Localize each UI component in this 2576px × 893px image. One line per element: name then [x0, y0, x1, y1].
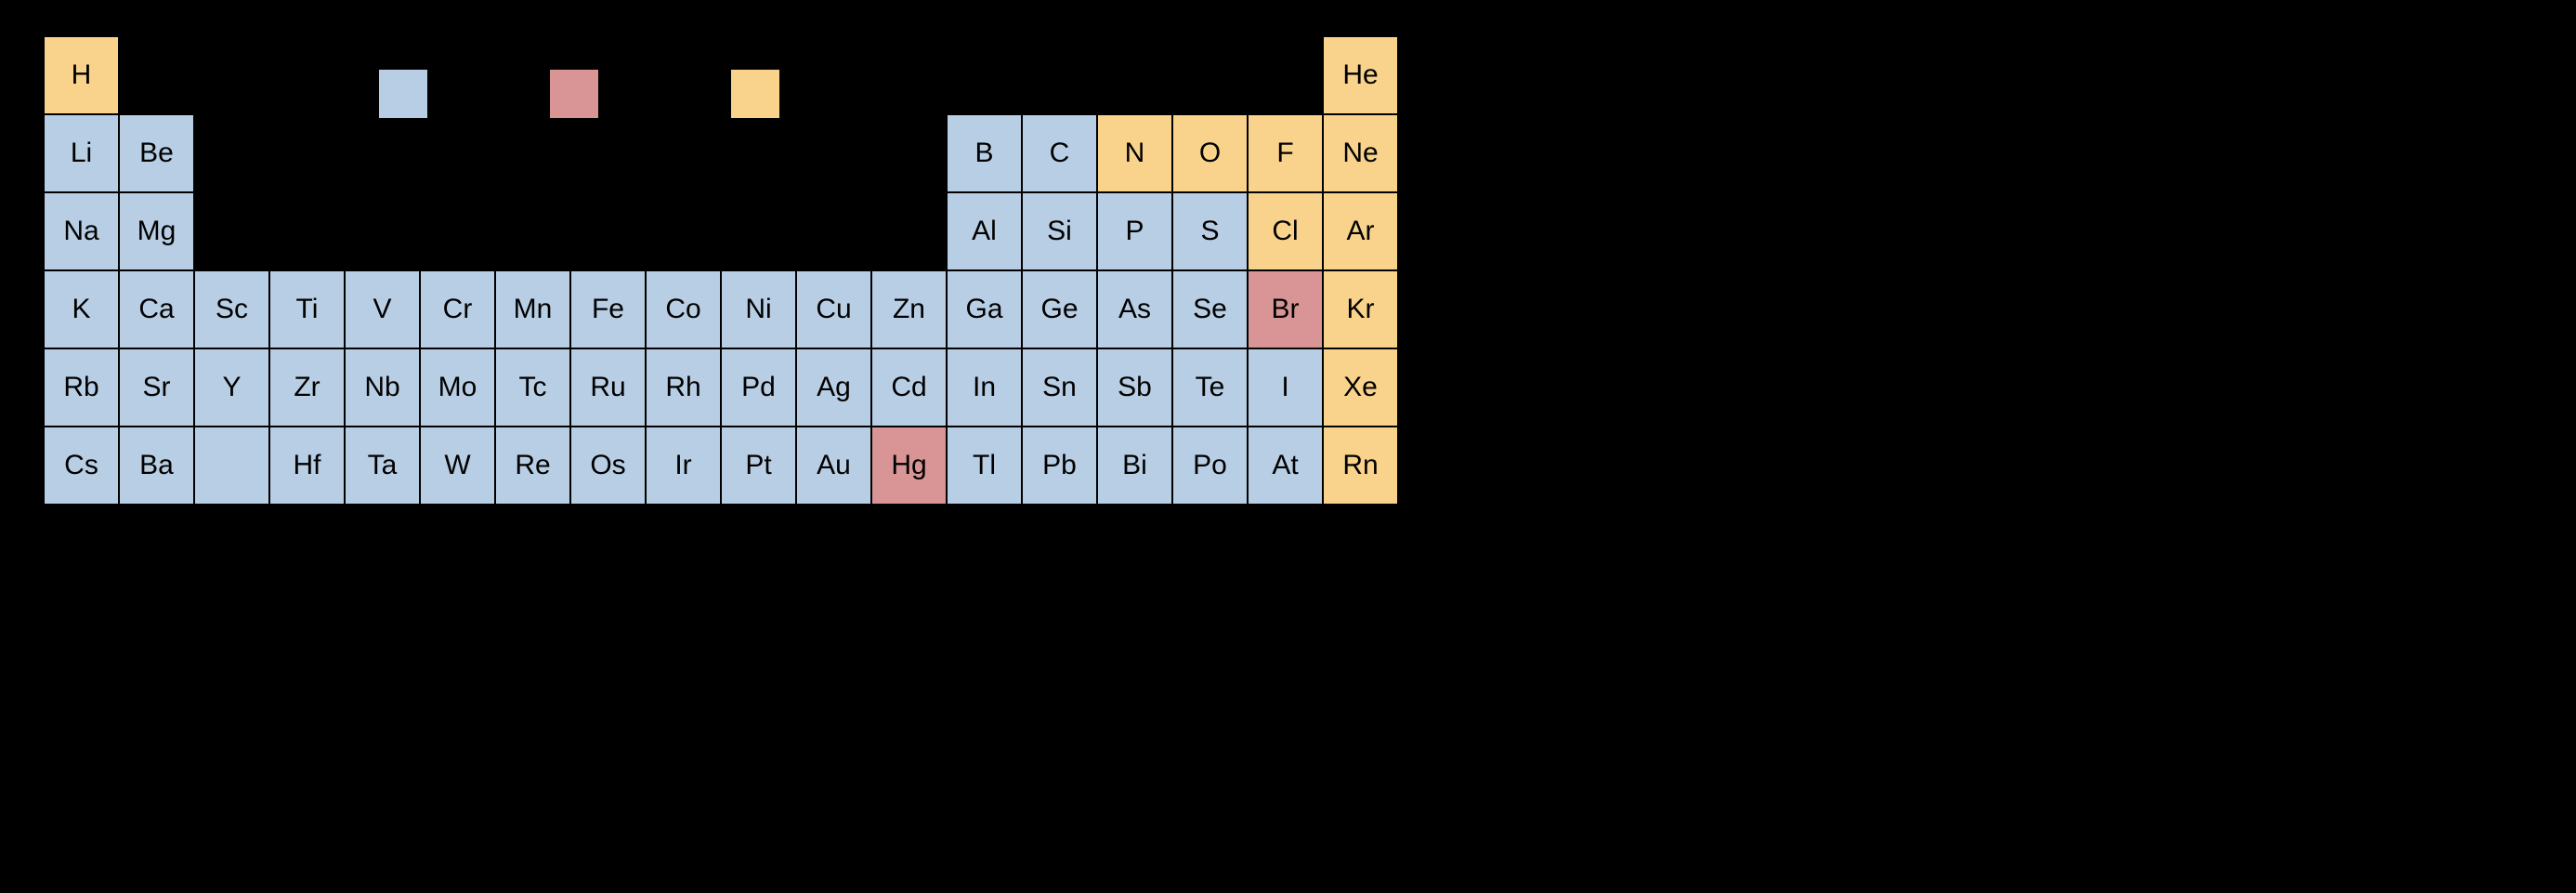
element-cell-Mn: Mn: [494, 269, 571, 349]
element-cell-Pt: Pt: [720, 426, 797, 506]
element-cell-Cd: Cd: [870, 348, 948, 427]
element-cell-Ir: Ir: [645, 426, 722, 506]
element-cell-F: F: [1247, 113, 1324, 193]
element-cell-Ti: Ti: [268, 269, 346, 349]
element-cell-Zr: Zr: [268, 348, 346, 427]
element-cell-blank: [193, 426, 270, 506]
element-cell-Ta: Ta: [344, 426, 421, 506]
element-cell-Hg: Hg: [870, 426, 948, 506]
element-cell-Sr: Sr: [118, 348, 195, 427]
canvas: H He LiBe BCNOFNe NaMg AlSiPSClAr KCaScTiVCrMn…: [0, 0, 2576, 893]
element-cell-N: N: [1096, 113, 1173, 193]
legend-liquid: [548, 68, 600, 120]
element-cell-O: O: [1171, 113, 1249, 193]
element-cell-S: S: [1171, 191, 1249, 271]
element-cell-Cu: Cu: [795, 269, 872, 349]
legend-solid-swatch: [377, 68, 429, 120]
element-cell-Ga: Ga: [946, 269, 1023, 349]
legend-gas: [729, 68, 781, 120]
element-cell-Ag: Ag: [795, 348, 872, 427]
element-cell-Hf: Hf: [268, 426, 346, 506]
element-cell-Xe: Xe: [1322, 348, 1399, 427]
element-cell-Pd: Pd: [720, 348, 797, 427]
element-cell-Mg: Mg: [118, 191, 195, 271]
element-cell-Bi: Bi: [1096, 426, 1173, 506]
element-cell-Cr: Cr: [419, 269, 496, 349]
element-cell-Tl: Tl: [946, 426, 1023, 506]
element-cell-H: H: [43, 35, 120, 115]
element-cell-Si: Si: [1021, 191, 1098, 271]
element-cell-B: B: [946, 113, 1023, 193]
element-cell-Po: Po: [1171, 426, 1249, 506]
element-cell-P: P: [1096, 191, 1173, 271]
element-cell-Re: Re: [494, 426, 571, 506]
element-cell-Ru: Ru: [569, 348, 647, 427]
legend-solid: [377, 68, 429, 120]
element-cell-Te: Te: [1171, 348, 1249, 427]
element-cell-W: W: [419, 426, 496, 506]
element-cell-K: K: [43, 269, 120, 349]
element-cell-He: He: [1322, 35, 1399, 115]
element-cell-Fe: Fe: [569, 269, 647, 349]
element-cell-Ni: Ni: [720, 269, 797, 349]
element-cell-As: As: [1096, 269, 1173, 349]
legend-gas-swatch: [729, 68, 781, 120]
periodic-grid: H He LiBe BCNOFNe NaMg AlSiPSClAr KCaScTiVCrMn…: [45, 37, 1399, 506]
element-cell-Al: Al: [946, 191, 1023, 271]
element-cell-Cl: Cl: [1247, 191, 1324, 271]
element-cell-C: C: [1021, 113, 1098, 193]
element-cell-Cs: Cs: [43, 426, 120, 506]
element-cell-Co: Co: [645, 269, 722, 349]
element-cell-Ne: Ne: [1322, 113, 1399, 193]
element-cell-Au: Au: [795, 426, 872, 506]
element-cell-V: V: [344, 269, 421, 349]
element-cell-Ge: Ge: [1021, 269, 1098, 349]
element-cell-Sn: Sn: [1021, 348, 1098, 427]
element-cell-Pb: Pb: [1021, 426, 1098, 506]
legend-liquid-swatch: [548, 68, 600, 120]
element-cell-Br: Br: [1247, 269, 1324, 349]
element-cell-Y: Y: [193, 348, 270, 427]
element-cell-Se: Se: [1171, 269, 1249, 349]
element-cell-Mo: Mo: [419, 348, 496, 427]
element-cell-Na: Na: [43, 191, 120, 271]
element-cell-Sb: Sb: [1096, 348, 1173, 427]
element-cell-Tc: Tc: [494, 348, 571, 427]
element-cell-Nb: Nb: [344, 348, 421, 427]
element-cell-Zn: Zn: [870, 269, 948, 349]
element-cell-Rh: Rh: [645, 348, 722, 427]
element-cell-Ba: Ba: [118, 426, 195, 506]
periodic-table-figure: H He LiBe BCNOFNe NaMg AlSiPSClAr KCaScTiVCrMn…: [0, 0, 2576, 893]
element-cell-Rn: Rn: [1322, 426, 1399, 506]
element-cell-Sc: Sc: [193, 269, 270, 349]
element-cell-Rb: Rb: [43, 348, 120, 427]
element-cell-In: In: [946, 348, 1023, 427]
element-cell-Os: Os: [569, 426, 647, 506]
element-cell-At: At: [1247, 426, 1324, 506]
element-cell-Ca: Ca: [118, 269, 195, 349]
element-cell-Ar: Ar: [1322, 191, 1399, 271]
element-cell-Li: Li: [43, 113, 120, 193]
element-cell-Kr: Kr: [1322, 269, 1399, 349]
element-cell-I: I: [1247, 348, 1324, 427]
element-cell-Be: Be: [118, 113, 195, 193]
